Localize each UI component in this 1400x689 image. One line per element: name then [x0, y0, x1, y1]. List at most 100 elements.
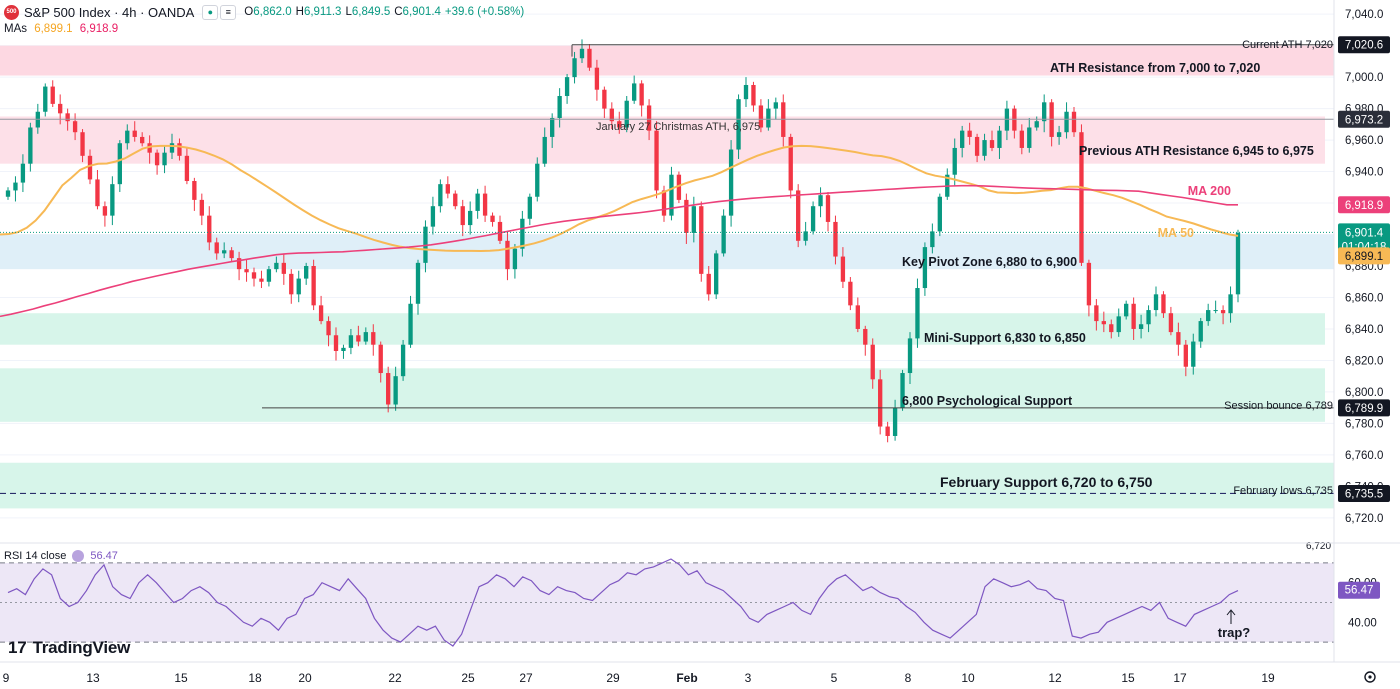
candle-body — [937, 196, 942, 232]
candle-body — [803, 231, 808, 241]
candle-body — [661, 190, 667, 216]
candle-body — [259, 278, 264, 282]
close-label: C — [394, 6, 403, 18]
candle-body — [341, 347, 346, 351]
feb-low-price-badge: 6,735.5 — [1345, 488, 1383, 500]
candle-body — [87, 155, 93, 180]
time-tick-label: 20 — [298, 671, 312, 685]
visibility-icon[interactable] — [72, 550, 85, 562]
market-status-icon[interactable]: ● — [202, 4, 219, 20]
candle-body — [922, 247, 928, 289]
tradingview-wordmark: TradingView — [32, 638, 131, 657]
candle-body — [386, 373, 391, 405]
candle-body — [840, 256, 846, 282]
candle-body — [676, 174, 682, 200]
candle-body — [1086, 262, 1092, 306]
candle-body — [1064, 111, 1069, 133]
candle-body — [952, 147, 957, 175]
candle-body — [1191, 341, 1196, 367]
candle-body — [445, 184, 450, 194]
candle-body — [1228, 294, 1233, 314]
candle-body — [572, 58, 577, 78]
price-tick-label: 6,780.0 — [1345, 418, 1383, 430]
candle-body — [1094, 305, 1099, 322]
session-low-price-badge: 6,789.9 — [1345, 403, 1383, 415]
prev-ath-price-badge: 6,973.2 — [1345, 114, 1383, 126]
time-tick-label: 3 — [745, 671, 752, 685]
candle-body — [505, 240, 510, 270]
candle-body — [65, 113, 70, 122]
candle-body — [169, 143, 175, 153]
pivot-label: Key Pivot Zone 6,880 to 6,900 — [902, 255, 1077, 269]
candle-body — [587, 48, 592, 68]
candle-body — [997, 130, 1002, 148]
candle-body — [863, 328, 868, 345]
candle-body — [1206, 310, 1211, 322]
time-tick-label: 5 — [831, 671, 838, 685]
candle-body — [1235, 232, 1241, 295]
tradingview-logo[interactable]: 17 TradingView — [8, 638, 130, 658]
candle-body — [453, 193, 458, 207]
candle-body — [251, 272, 257, 279]
ma-legend[interactable]: MAs 6,899.1 6,918.9 — [4, 23, 118, 35]
sp500-logo-icon: 500 — [4, 4, 19, 20]
rsi-tick-label: 40.00 — [1348, 617, 1377, 629]
candle-body — [721, 215, 726, 254]
ma200-line — [0, 184, 1238, 318]
price-tick-label: 7,000.0 — [1345, 72, 1383, 84]
candle-body — [50, 86, 55, 104]
price-tick-label: 6,960.0 — [1345, 135, 1383, 147]
candle-body — [43, 86, 48, 112]
ma-legend-label: MAs — [4, 23, 27, 35]
candle-body — [1071, 111, 1077, 133]
candle-body — [408, 303, 413, 345]
symbol-title[interactable]: S&P 500 Index · 4h · OANDA — [24, 4, 195, 20]
candle-body — [154, 152, 160, 166]
time-tick-label: 22 — [388, 671, 402, 685]
candle-body — [184, 155, 190, 182]
ma200-legend-value: 6,918.9 — [79, 23, 119, 35]
candle-body — [974, 136, 980, 156]
candle-body — [460, 206, 465, 226]
candle-body — [855, 305, 860, 329]
open-label: O — [244, 6, 254, 18]
candle-body — [624, 100, 629, 128]
pivot-zone — [0, 234, 1334, 270]
candle-body — [825, 195, 831, 222]
rsi-line — [7, 558, 1239, 647]
candle-body — [870, 344, 875, 380]
ma200-label: MA 200 — [1188, 184, 1231, 198]
candle-body — [512, 248, 518, 270]
candle-body — [304, 266, 309, 279]
candle-body — [207, 215, 212, 243]
price-tick-label: 6,840.0 — [1345, 324, 1383, 336]
candle-body — [982, 140, 987, 156]
candle-body — [520, 218, 525, 249]
candle-body — [363, 332, 368, 342]
time-tick-label: 19 — [1261, 671, 1275, 685]
candle-body — [1109, 324, 1114, 333]
time-tick-label: 15 — [174, 671, 188, 685]
close-value: 6,901.4 — [402, 6, 441, 18]
candle-body — [482, 193, 488, 216]
candle-body — [706, 273, 711, 295]
candle-body — [378, 344, 383, 374]
price-tick-label: 6,760.0 — [1345, 450, 1383, 462]
candle-body — [274, 262, 279, 270]
current-ath-label: Current ATH 7,020 — [1242, 39, 1333, 51]
candle-body — [1034, 121, 1039, 128]
candle-body — [1213, 310, 1218, 312]
candle-body — [751, 84, 756, 106]
candle-body — [140, 136, 145, 144]
rsi-legend[interactable]: RSI 14 close 56.47 — [4, 550, 118, 562]
candle-body — [617, 121, 622, 128]
candle-body — [848, 281, 853, 306]
time-tick-label: 9 — [3, 671, 10, 685]
candle-body — [796, 190, 801, 241]
candle-body — [833, 221, 838, 257]
candle-body — [393, 376, 398, 405]
candle-body — [95, 179, 100, 207]
candle-body — [684, 199, 689, 233]
menu-icon[interactable]: ≡ — [220, 4, 237, 20]
